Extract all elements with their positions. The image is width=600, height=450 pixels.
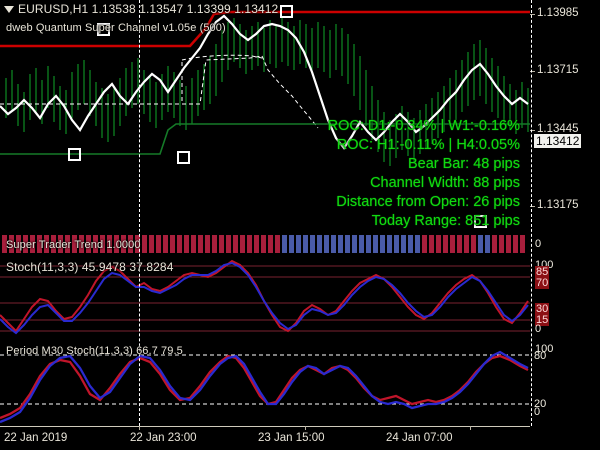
stoch-level-lines bbox=[0, 265, 530, 332]
stoch-m30-level-lines bbox=[0, 354, 530, 405]
trend-panel-title: Super Trader Trend 1.0000 bbox=[6, 239, 141, 251]
price-label-2: 1.13715 bbox=[537, 64, 579, 76]
trend-bars bbox=[2, 235, 525, 253]
trend-plot[interactable] bbox=[0, 234, 530, 254]
stoch-m30-level-100: 100 bbox=[535, 343, 554, 355]
price-tick-4 bbox=[530, 206, 535, 207]
main-price-plot[interactable] bbox=[0, 0, 530, 231]
trend-histogram-svg bbox=[2, 235, 525, 253]
trend-axis: 0 bbox=[530, 234, 600, 254]
inner-channel-dashed-top bbox=[181, 54, 263, 61]
time-label-2: 22 Jan 23:00 bbox=[130, 432, 197, 444]
stoch-m30-svg bbox=[0, 350, 530, 424]
crosshair-vline-2 bbox=[531, 0, 532, 426]
stoch-level-0: 0 bbox=[535, 323, 542, 335]
time-axis-line bbox=[0, 426, 530, 427]
price-axis: 1.13985 1.13715 1.13445 1.13175 1.13412 bbox=[530, 0, 600, 231]
time-tick-1 bbox=[139, 426, 140, 430]
stoch-d-line bbox=[0, 261, 529, 335]
crosshair-vline-1 bbox=[139, 0, 140, 426]
signal-marker-low-1 bbox=[68, 148, 81, 161]
symbol-header-text: EURUSD,H1 1.13538 1.13547 1.13399 1.1341… bbox=[18, 2, 279, 16]
stoch-m30-axis: 100 80 20 0 bbox=[530, 342, 600, 425]
stoch-level-85: 85 bbox=[535, 266, 550, 278]
time-label-4: 24 Jan 07:00 bbox=[386, 432, 453, 444]
stoch-m30-level-20: 20 bbox=[534, 398, 547, 410]
symbol-header: EURUSD,H1 1.13538 1.13547 1.13399 1.1341… bbox=[4, 2, 278, 16]
stoch-m30-level-0: 0 bbox=[534, 406, 541, 418]
time-label-1: 22 Jan 2019 bbox=[4, 432, 68, 444]
stoch-m30-title: Period M30 Stoch(11,3,3) 66.7 79.5 bbox=[6, 345, 183, 357]
price-label-4: 1.13175 bbox=[537, 199, 579, 211]
stoch-level-30: 30 bbox=[535, 303, 550, 315]
stoch-main-title: Stoch(11,3,3) 45.9478 37.8284 bbox=[6, 260, 174, 274]
time-label-3: 23 Jan 15:00 bbox=[258, 432, 325, 444]
stoch-main-svg bbox=[0, 259, 530, 335]
time-tick-3 bbox=[470, 426, 471, 430]
signal-marker-low-2 bbox=[177, 151, 190, 164]
inner-channel-dashed-upper bbox=[0, 55, 263, 105]
info-line-roc-h1h4: ROC: H1:-0.11% | H4:0.05% bbox=[336, 137, 520, 153]
upper-channel-line bbox=[0, 10, 530, 48]
info-line-today-range: Today Range: 851 pips bbox=[371, 213, 520, 229]
time-axis-labels: 22 Jan 2019 22 Jan 23:00 23 Jan 15:00 24… bbox=[0, 428, 600, 450]
trend-level-0: 0 bbox=[535, 238, 542, 250]
stoch-level-15: 15 bbox=[535, 314, 550, 326]
current-price-label: 1.13412 bbox=[534, 134, 582, 148]
stoch-m30-plot[interactable] bbox=[0, 342, 530, 425]
stoch-m30-k-line bbox=[0, 354, 529, 420]
candlestick-series bbox=[5, 18, 529, 166]
info-line-bear-bar: Bear Bar: 48 pips bbox=[407, 156, 520, 172]
stoch-level-70: 70 bbox=[535, 277, 550, 289]
price-tick-2 bbox=[530, 71, 535, 72]
price-tick-1 bbox=[530, 14, 535, 15]
stoch-main-axis: 100 85 70 30 15 0 bbox=[530, 257, 600, 338]
lower-channel-line bbox=[0, 123, 530, 155]
time-tick-2 bbox=[305, 426, 306, 430]
stoch-m30-level-80: 80 bbox=[534, 350, 547, 362]
signal-marker-high-2 bbox=[280, 5, 293, 18]
signal-marker-low-3 bbox=[474, 215, 487, 228]
indicator-header: dweb Quantum Super Channel v1.05e (500) bbox=[6, 22, 226, 34]
stoch-main-plot[interactable] bbox=[0, 257, 530, 338]
price-chart-svg bbox=[0, 5, 530, 228]
price-label-1: 1.13985 bbox=[537, 7, 579, 19]
info-line-distance-open: Distance from Open: 26 pips bbox=[336, 194, 520, 210]
info-overlay: ROC: D1:-0.34% | W1:-0.16% ROC: H1:-0.11… bbox=[160, 117, 520, 231]
price-ma-line bbox=[0, 14, 529, 150]
signal-marker-high-1 bbox=[97, 23, 110, 36]
stoch-m30-d-line bbox=[0, 350, 529, 424]
inner-channel-dashed-decline bbox=[261, 55, 319, 129]
price-label-3: 1.13445 bbox=[537, 123, 579, 135]
price-tick-3 bbox=[530, 130, 535, 131]
triangle-down-icon[interactable] bbox=[4, 6, 14, 14]
info-line-channel-width: Channel Width: 88 pips bbox=[370, 175, 520, 191]
info-line-roc-d1w1: ROC: D1:-0.34% | W1:-0.16% bbox=[327, 118, 520, 134]
